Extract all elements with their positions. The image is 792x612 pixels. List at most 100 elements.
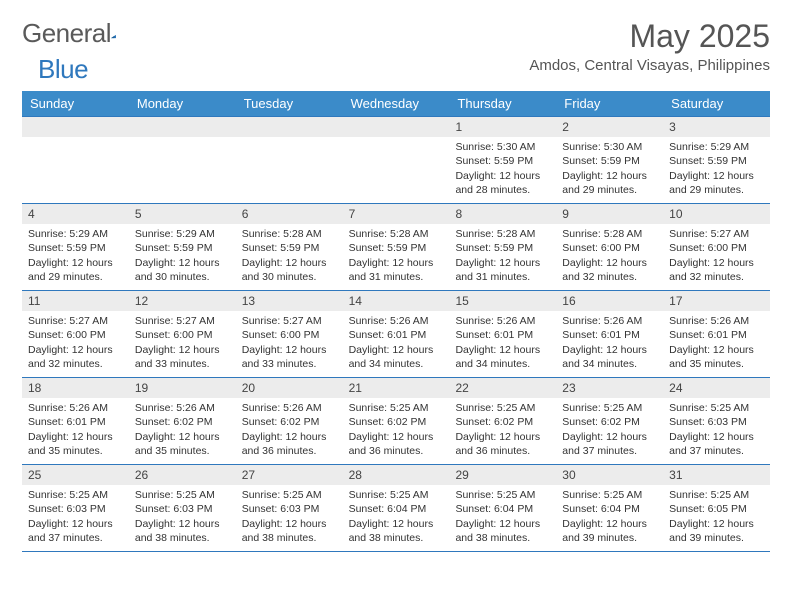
sunset-line: Sunset: 5:59 PM	[669, 154, 764, 168]
sunset-line: Sunset: 6:00 PM	[669, 241, 764, 255]
day-number: 8	[449, 204, 556, 224]
calendar-day-empty	[343, 117, 450, 203]
sunrise-line: Sunrise: 5:26 AM	[455, 314, 550, 328]
daylight-line: Daylight: 12 hours and 34 minutes.	[455, 343, 550, 371]
day-of-week-header: Saturday	[663, 91, 770, 116]
sunset-line: Sunset: 6:01 PM	[562, 328, 657, 342]
calendar-day: 31Sunrise: 5:25 AMSunset: 6:05 PMDayligh…	[663, 465, 770, 551]
daylight-line: Daylight: 12 hours and 30 minutes.	[135, 256, 230, 284]
day-details: Sunrise: 5:27 AMSunset: 6:00 PMDaylight:…	[663, 224, 770, 289]
sunrise-line: Sunrise: 5:29 AM	[669, 140, 764, 154]
calendar-week: 18Sunrise: 5:26 AMSunset: 6:01 PMDayligh…	[22, 377, 770, 464]
daylight-line: Daylight: 12 hours and 34 minutes.	[349, 343, 444, 371]
sunset-line: Sunset: 6:00 PM	[28, 328, 123, 342]
day-number	[343, 117, 450, 137]
calendar-day: 7Sunrise: 5:28 AMSunset: 5:59 PMDaylight…	[343, 204, 450, 290]
day-number: 17	[663, 291, 770, 311]
day-number: 5	[129, 204, 236, 224]
sunset-line: Sunset: 5:59 PM	[349, 241, 444, 255]
day-of-week-header: Wednesday	[343, 91, 450, 116]
calendar-day: 15Sunrise: 5:26 AMSunset: 6:01 PMDayligh…	[449, 291, 556, 377]
sunrise-line: Sunrise: 5:26 AM	[669, 314, 764, 328]
day-number: 20	[236, 378, 343, 398]
day-number: 16	[556, 291, 663, 311]
daylight-line: Daylight: 12 hours and 39 minutes.	[562, 517, 657, 545]
sunset-line: Sunset: 6:01 PM	[455, 328, 550, 342]
day-number: 22	[449, 378, 556, 398]
day-details: Sunrise: 5:25 AMSunset: 6:04 PMDaylight:…	[449, 485, 556, 550]
day-details: Sunrise: 5:26 AMSunset: 6:01 PMDaylight:…	[556, 311, 663, 376]
calendar-day: 10Sunrise: 5:27 AMSunset: 6:00 PMDayligh…	[663, 204, 770, 290]
sunset-line: Sunset: 6:03 PM	[242, 502, 337, 516]
daylight-line: Daylight: 12 hours and 35 minutes.	[135, 430, 230, 458]
sunrise-line: Sunrise: 5:29 AM	[135, 227, 230, 241]
calendar-week: 1Sunrise: 5:30 AMSunset: 5:59 PMDaylight…	[22, 116, 770, 203]
sunset-line: Sunset: 6:02 PM	[135, 415, 230, 429]
sunrise-line: Sunrise: 5:25 AM	[669, 488, 764, 502]
calendar-day: 28Sunrise: 5:25 AMSunset: 6:04 PMDayligh…	[343, 465, 450, 551]
daylight-line: Daylight: 12 hours and 38 minutes.	[242, 517, 337, 545]
day-number: 26	[129, 465, 236, 485]
sunset-line: Sunset: 6:04 PM	[349, 502, 444, 516]
day-number: 27	[236, 465, 343, 485]
calendar-day: 1Sunrise: 5:30 AMSunset: 5:59 PMDaylight…	[449, 117, 556, 203]
day-number: 11	[22, 291, 129, 311]
day-of-week-header: Thursday	[449, 91, 556, 116]
daylight-line: Daylight: 12 hours and 37 minutes.	[669, 430, 764, 458]
day-number: 18	[22, 378, 129, 398]
sunrise-line: Sunrise: 5:26 AM	[28, 401, 123, 415]
daylight-line: Daylight: 12 hours and 36 minutes.	[242, 430, 337, 458]
day-details: Sunrise: 5:28 AMSunset: 5:59 PMDaylight:…	[343, 224, 450, 289]
day-details: Sunrise: 5:30 AMSunset: 5:59 PMDaylight:…	[556, 137, 663, 202]
sunset-line: Sunset: 6:03 PM	[669, 415, 764, 429]
calendar-day: 27Sunrise: 5:25 AMSunset: 6:03 PMDayligh…	[236, 465, 343, 551]
day-details: Sunrise: 5:25 AMSunset: 6:03 PMDaylight:…	[236, 485, 343, 550]
calendar-day: 13Sunrise: 5:27 AMSunset: 6:00 PMDayligh…	[236, 291, 343, 377]
calendar-day: 5Sunrise: 5:29 AMSunset: 5:59 PMDaylight…	[129, 204, 236, 290]
sunrise-line: Sunrise: 5:25 AM	[349, 401, 444, 415]
day-number: 23	[556, 378, 663, 398]
day-number: 29	[449, 465, 556, 485]
sunset-line: Sunset: 6:02 PM	[242, 415, 337, 429]
sunset-line: Sunset: 6:04 PM	[455, 502, 550, 516]
sunset-line: Sunset: 6:00 PM	[242, 328, 337, 342]
day-number: 1	[449, 117, 556, 137]
day-of-week-row: SundayMondayTuesdayWednesdayThursdayFrid…	[22, 91, 770, 116]
day-details: Sunrise: 5:25 AMSunset: 6:02 PMDaylight:…	[556, 398, 663, 463]
daylight-line: Daylight: 12 hours and 36 minutes.	[455, 430, 550, 458]
sunset-line: Sunset: 5:59 PM	[28, 241, 123, 255]
sunrise-line: Sunrise: 5:27 AM	[28, 314, 123, 328]
calendar-day: 9Sunrise: 5:28 AMSunset: 6:00 PMDaylight…	[556, 204, 663, 290]
day-details: Sunrise: 5:26 AMSunset: 6:02 PMDaylight:…	[129, 398, 236, 463]
day-number: 30	[556, 465, 663, 485]
day-details: Sunrise: 5:25 AMSunset: 6:02 PMDaylight:…	[343, 398, 450, 463]
calendar-day: 20 Sunrise: 5:26 AMSunset: 6:02 PMDayligh…	[236, 378, 343, 464]
calendar-day: 16Sunrise: 5:26 AMSunset: 6:01 PMDayligh…	[556, 291, 663, 377]
calendar-day: 4Sunrise: 5:29 AMSunset: 5:59 PMDaylight…	[22, 204, 129, 290]
daylight-line: Daylight: 12 hours and 37 minutes.	[562, 430, 657, 458]
day-number: 31	[663, 465, 770, 485]
sunset-line: Sunset: 5:59 PM	[455, 241, 550, 255]
sunset-line: Sunset: 6:02 PM	[349, 415, 444, 429]
sunset-line: Sunset: 5:59 PM	[562, 154, 657, 168]
daylight-line: Daylight: 12 hours and 37 minutes.	[28, 517, 123, 545]
calendar-day-empty	[236, 117, 343, 203]
calendar-day: 29Sunrise: 5:25 AMSunset: 6:04 PMDayligh…	[449, 465, 556, 551]
sunrise-line: Sunrise: 5:25 AM	[455, 401, 550, 415]
daylight-line: Daylight: 12 hours and 35 minutes.	[669, 343, 764, 371]
logo: General	[22, 18, 141, 49]
daylight-line: Daylight: 12 hours and 29 minutes.	[562, 169, 657, 197]
sunrise-line: Sunrise: 5:25 AM	[242, 488, 337, 502]
day-details: Sunrise: 5:29 AMSunset: 5:59 PMDaylight:…	[129, 224, 236, 289]
day-number: 9	[556, 204, 663, 224]
title-block: May 2025 Amdos, Central Visayas, Philipp…	[529, 18, 770, 74]
sunset-line: Sunset: 6:02 PM	[562, 415, 657, 429]
sunrise-line: Sunrise: 5:26 AM	[242, 401, 337, 415]
calendar-day-empty	[129, 117, 236, 203]
sunrise-line: Sunrise: 5:27 AM	[669, 227, 764, 241]
sunrise-line: Sunrise: 5:25 AM	[562, 488, 657, 502]
calendar-day: 2Sunrise: 5:30 AMSunset: 5:59 PMDaylight…	[556, 117, 663, 203]
daylight-line: Daylight: 12 hours and 38 minutes.	[135, 517, 230, 545]
calendar-week: 25Sunrise: 5:25 AMSunset: 6:03 PMDayligh…	[22, 464, 770, 552]
day-number: 21	[343, 378, 450, 398]
